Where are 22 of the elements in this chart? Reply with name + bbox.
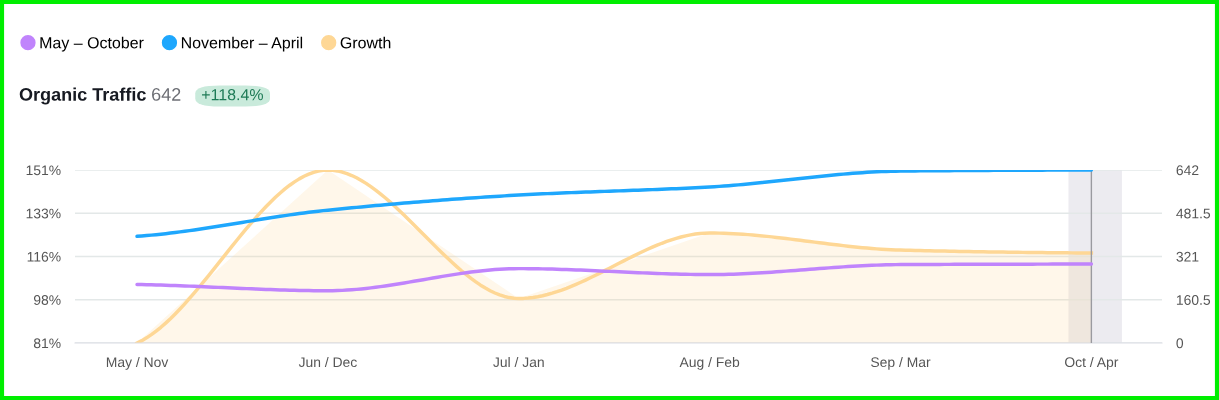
y2-tick-label: 321 xyxy=(1176,251,1199,262)
legend-label: May – October xyxy=(40,36,144,52)
y-tick-label: 116% xyxy=(27,251,61,262)
x-tick-label: May / Nov xyxy=(106,356,169,370)
legend-label: Growth xyxy=(340,36,391,49)
x-tick-label: Oct / Apr xyxy=(1065,356,1119,370)
y-tick-label: 98% xyxy=(33,295,61,305)
legend-label: November – April xyxy=(181,36,303,52)
x-tick-label: Jun / Dec xyxy=(298,356,357,368)
y-tick-label: 133% xyxy=(26,208,61,219)
y-tick-label: 151% xyxy=(26,165,61,176)
x-tick-label: Sep / Mar xyxy=(871,356,931,370)
y2-tick-label: 0 xyxy=(1176,338,1184,349)
y2-tick-label: 160.5 xyxy=(1176,295,1211,305)
chart-subtitle: 642 xyxy=(152,88,181,101)
y-tick-label: 81% xyxy=(33,338,61,349)
y2-tick-label: 481.5 xyxy=(1176,208,1211,219)
chart-title: Organic Traffic xyxy=(19,87,146,105)
x-tick-label: Aug / Feb xyxy=(679,356,740,370)
x-tick-label: Jul / Jan xyxy=(493,356,544,368)
y2-tick-label: 642 xyxy=(1176,165,1199,176)
text: +118.4% xyxy=(202,88,263,101)
